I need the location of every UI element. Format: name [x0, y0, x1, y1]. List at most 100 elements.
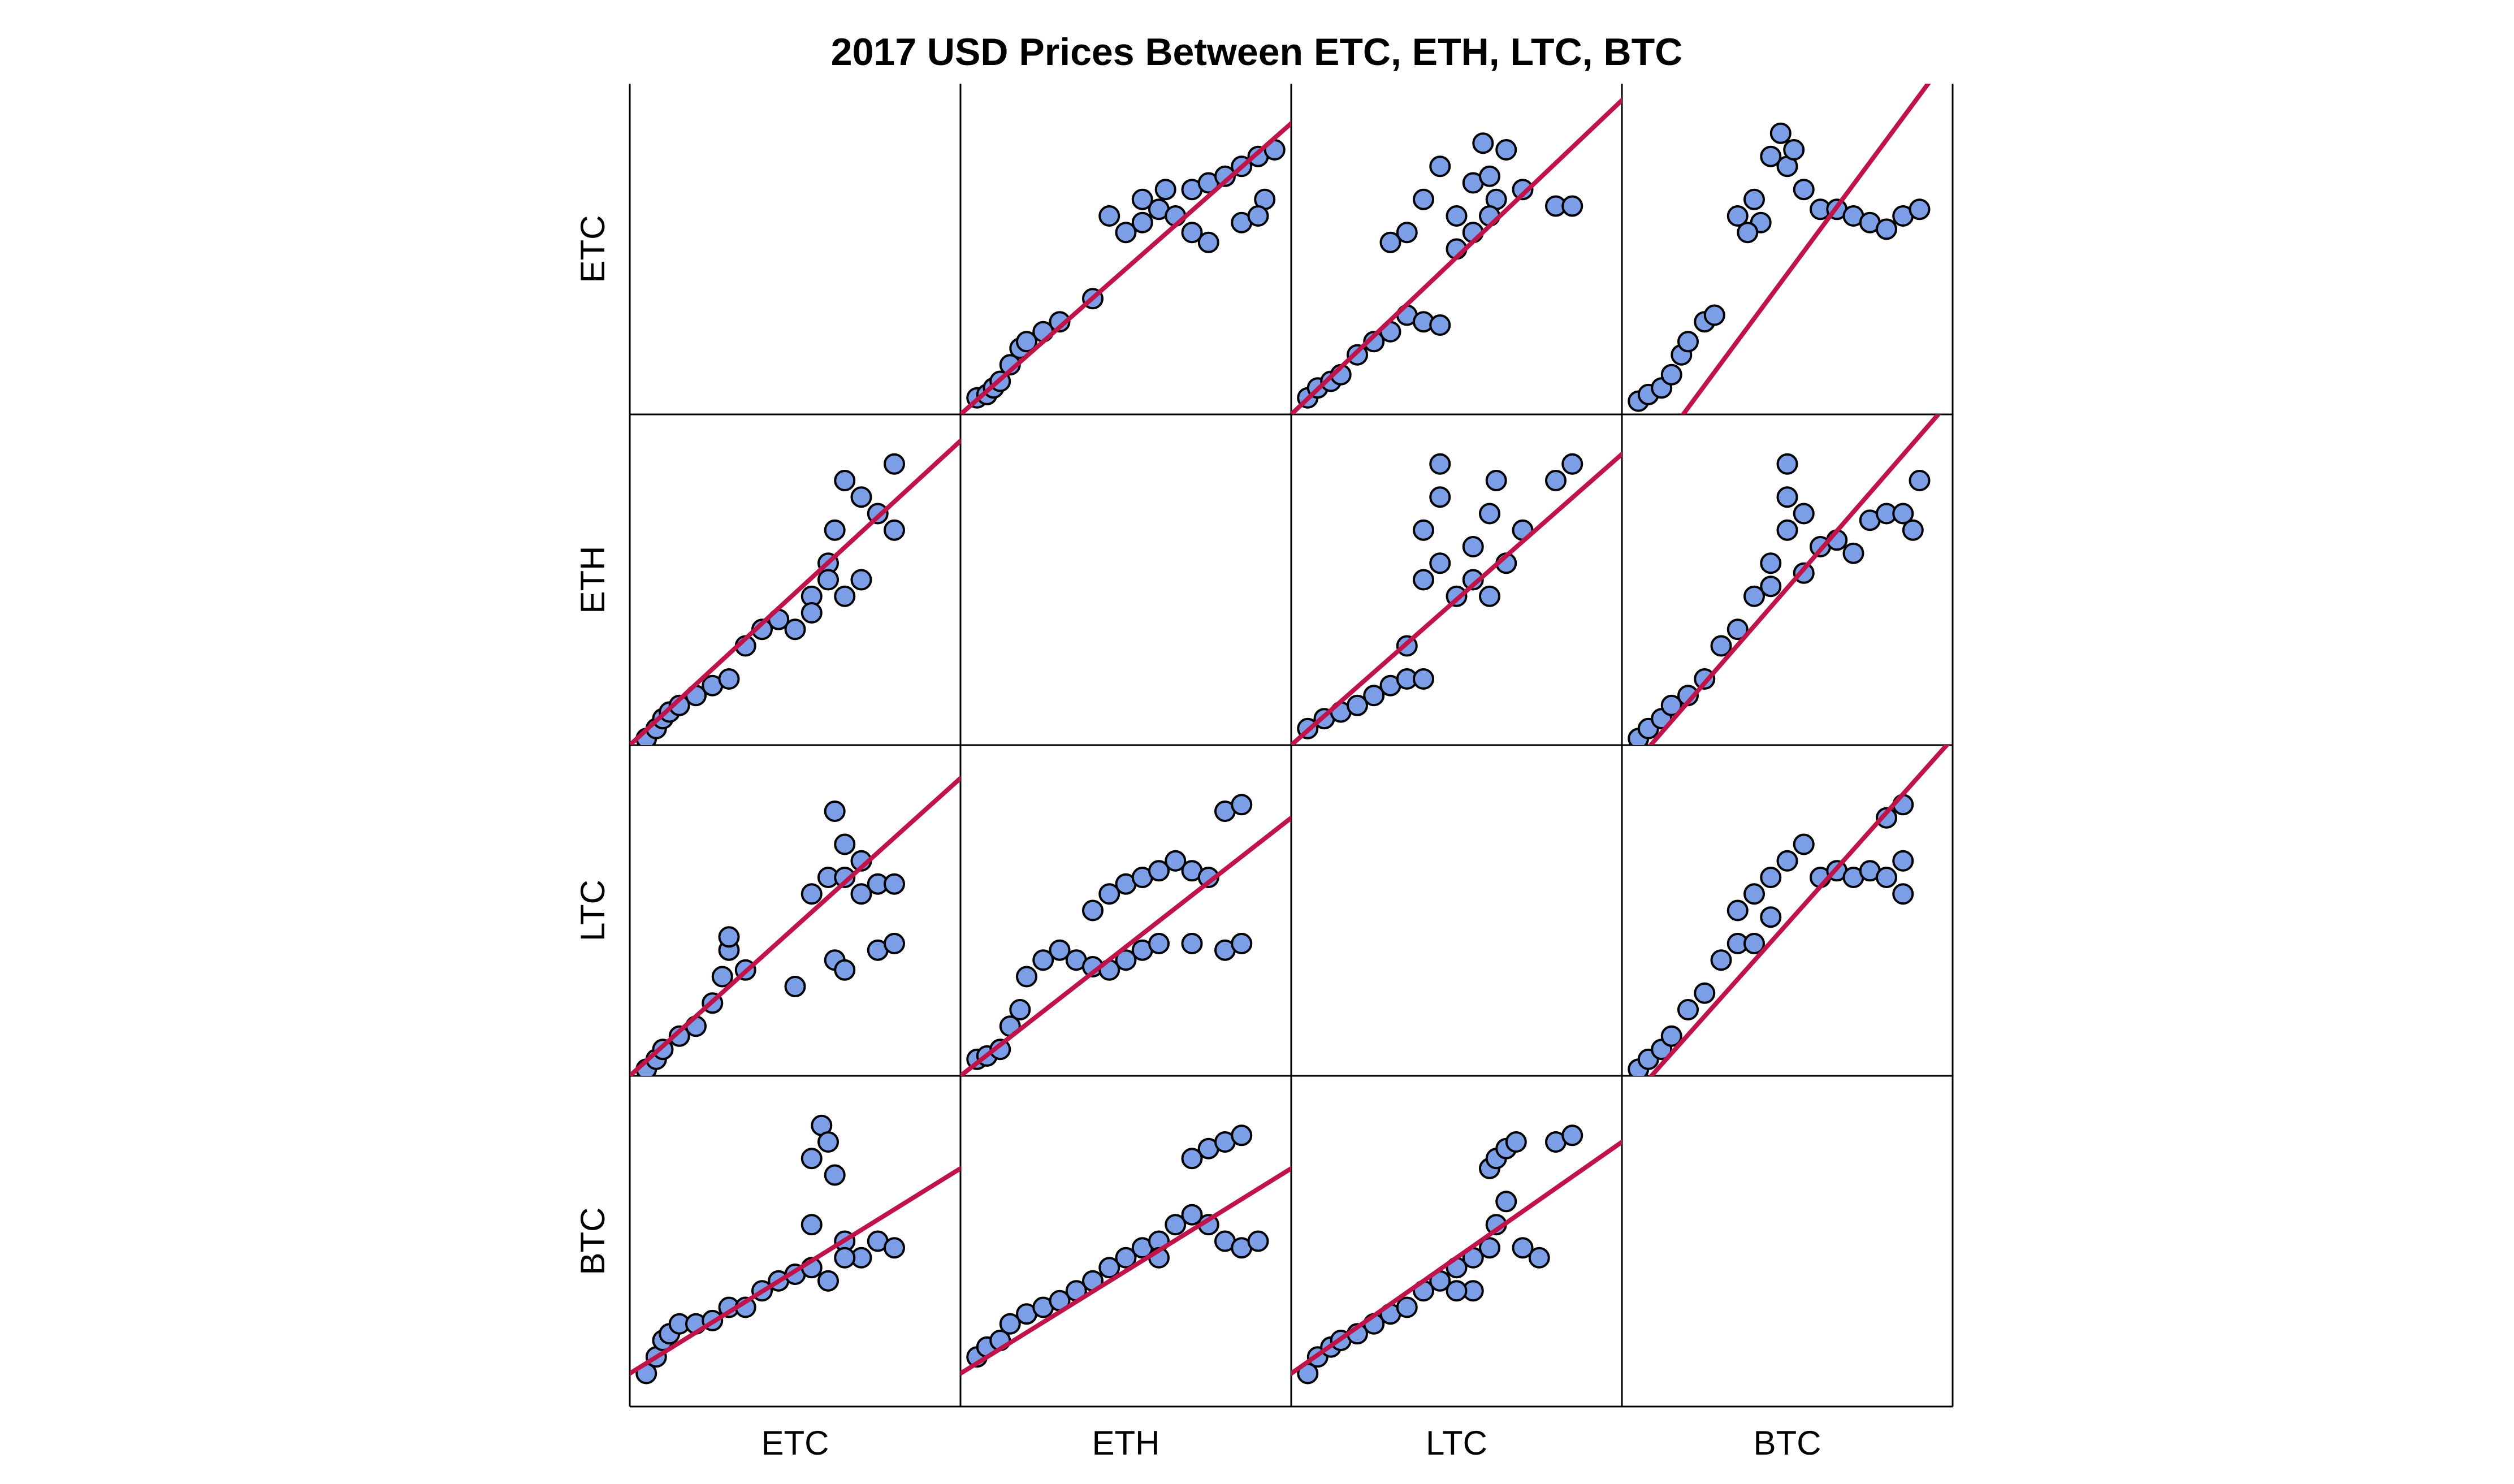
scatter-point — [1727, 618, 1749, 641]
scatter-point — [801, 883, 823, 905]
scatter-point — [1413, 519, 1434, 541]
scatter-point — [1131, 211, 1153, 233]
scatter-point — [1429, 552, 1451, 574]
scatter-point — [834, 833, 856, 855]
scatter-point — [1793, 179, 1815, 201]
scatter-point — [1710, 949, 1732, 971]
y-axis-label-ltc: LTC — [574, 880, 612, 941]
scatter-point — [884, 519, 905, 541]
scatter-point — [817, 1131, 839, 1153]
scatter-point — [1016, 966, 1037, 988]
scatter-point — [1082, 899, 1104, 921]
panel-eth-vs-btc — [1628, 414, 1941, 745]
x-axis-label-btc: BTC — [1754, 1424, 1821, 1462]
scatter-point — [1446, 205, 1468, 227]
scatter-point — [1479, 1237, 1500, 1259]
scatter-point — [1462, 536, 1484, 557]
scatter-point — [999, 1313, 1021, 1335]
x-axis-label-eth: ETH — [1092, 1424, 1160, 1462]
scatter-point — [718, 926, 740, 948]
x-axis-label-ltc: LTC — [1426, 1424, 1487, 1462]
scatter-point — [1892, 503, 1914, 525]
scatter-point — [824, 519, 846, 541]
scatter-point — [1776, 486, 1798, 508]
scatter-point — [1876, 218, 1897, 240]
scatter-point — [1009, 999, 1031, 1020]
x-axis-label-etc: ETC — [761, 1424, 829, 1462]
scatter-point — [1495, 139, 1517, 161]
panels — [630, 84, 1950, 1385]
scatter-point — [817, 569, 839, 591]
panel-ltc-vs-eth — [960, 794, 1291, 1076]
scatter-point — [1737, 222, 1759, 244]
scatter-point — [834, 867, 856, 888]
scatter-point — [1413, 188, 1434, 210]
scatter-point — [1098, 1257, 1120, 1279]
scatter-point — [1429, 486, 1451, 508]
scatter-point — [668, 1025, 690, 1047]
scatter-point — [834, 959, 856, 981]
scatter-point — [1413, 569, 1434, 591]
scatter-point — [1165, 850, 1187, 872]
trend-line — [960, 1166, 1291, 1376]
scatter-point — [1413, 668, 1434, 690]
scatter-point — [1479, 503, 1500, 525]
scatter-point — [1231, 933, 1253, 954]
scatter-point — [1363, 685, 1385, 707]
scatter-point — [884, 933, 905, 954]
scatter-point — [834, 470, 856, 491]
scatter-point — [1115, 222, 1137, 244]
trend-line — [1291, 1140, 1622, 1376]
scatter-point — [1660, 1025, 1682, 1047]
scatter-point — [1016, 331, 1037, 353]
scatter-point — [1115, 949, 1137, 971]
panel-ltc-vs-btc — [1628, 745, 1950, 1076]
y-axis-label-btc: BTC — [574, 1208, 612, 1275]
scatter-point — [989, 1039, 1011, 1061]
scatter-point — [711, 966, 733, 988]
scatter-point — [1098, 883, 1120, 905]
scatter-point — [1760, 145, 1782, 167]
scatter-point — [1379, 231, 1401, 253]
panel-btc-vs-ltc — [1291, 1124, 1622, 1385]
trend-line — [630, 776, 960, 1076]
panel-eth-vs-ltc — [1291, 452, 1622, 745]
scatter-point — [1098, 205, 1120, 227]
scatter-point — [1660, 694, 1682, 716]
scatter-point — [1660, 364, 1682, 386]
scatter-point — [1727, 205, 1749, 227]
scatter-point — [1743, 188, 1765, 210]
scatter-point — [1776, 453, 1798, 475]
scatter-point — [1247, 1230, 1269, 1252]
trend-line — [630, 438, 960, 745]
scatter-point — [824, 801, 846, 822]
scatter-point — [1181, 1148, 1203, 1170]
scatter-point — [1743, 585, 1765, 607]
scatter-point — [1231, 794, 1253, 816]
scatter-point — [850, 486, 872, 508]
scatter-point — [1703, 304, 1725, 326]
scatter-point — [1495, 1191, 1517, 1213]
scatter-point — [1446, 1280, 1468, 1302]
scatter-point — [850, 569, 872, 591]
scatter-point — [1561, 195, 1583, 217]
scatter-point — [834, 585, 856, 607]
panel-eth-vs-etc — [630, 438, 960, 745]
scatter-point — [1479, 165, 1500, 187]
trend-line — [1291, 98, 1622, 414]
scatter-point — [1363, 331, 1385, 353]
scatter-point — [1769, 122, 1792, 144]
scatter-point — [1892, 883, 1914, 905]
scatter-point — [1429, 314, 1451, 336]
scatter-point — [1148, 860, 1170, 882]
scatter-point — [1181, 222, 1203, 244]
scatter-point — [850, 883, 872, 905]
scatter-point — [1727, 899, 1749, 921]
scatter-point — [1760, 906, 1782, 928]
scatter-point — [1677, 999, 1699, 1020]
scatter-point — [1793, 503, 1815, 525]
scatter-point — [1505, 1131, 1527, 1153]
scatter-point — [1429, 155, 1451, 178]
scatter-point — [884, 1237, 905, 1259]
